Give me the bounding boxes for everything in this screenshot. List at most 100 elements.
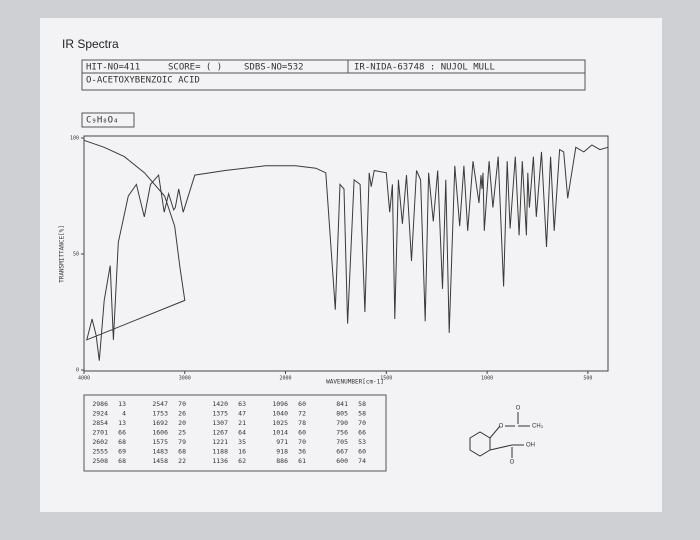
structure: [469, 412, 530, 458]
x-tick-label: 1000: [481, 376, 493, 382]
peak-table-frame: [83, 394, 387, 472]
bond: [489, 444, 513, 451]
bond: [489, 425, 501, 439]
peak-transmittance: 36: [298, 448, 306, 456]
peak-wavenumber: 1221: [212, 438, 228, 446]
peak-wavenumber: 918: [276, 448, 288, 456]
peak-wavenumber: 1606: [152, 429, 168, 437]
peak-transmittance: 72: [298, 410, 306, 418]
peak-transmittance: 64: [238, 429, 246, 437]
atom: O: [516, 406, 521, 412]
x-tick-label: 1500: [380, 376, 392, 382]
atom: O: [510, 460, 515, 466]
peak-transmittance: 58: [358, 400, 366, 408]
peak-transmittance: 70: [358, 419, 366, 427]
header-box: [81, 59, 586, 91]
peak-wavenumber: 1267: [212, 429, 228, 437]
peak-wavenumber: 790: [336, 419, 348, 427]
peak-transmittance: 4: [122, 410, 126, 418]
peak-wavenumber: 1014: [272, 429, 288, 437]
page-title: IR Spectra: [62, 37, 119, 51]
peak-wavenumber: 1692: [152, 419, 168, 427]
x-tick-label: 3000: [179, 376, 191, 382]
peak-transmittance: 60: [358, 448, 366, 456]
y-tick-label: 0: [76, 368, 79, 374]
peak-transmittance: 68: [118, 457, 126, 465]
spectrum-line: [83, 139, 609, 361]
peak-wavenumber: 1420: [212, 400, 228, 408]
x-tick-label: 4000: [78, 376, 90, 382]
peak-wavenumber: 705: [336, 438, 348, 446]
peak-transmittance: 68: [178, 448, 186, 456]
peak-transmittance: 78: [298, 419, 306, 427]
peak-transmittance: 58: [358, 410, 366, 418]
peak-wavenumber: 1136: [212, 457, 228, 465]
peak-transmittance: 66: [118, 429, 126, 437]
peak-wavenumber: 886: [276, 457, 288, 465]
x-tick-label: 2000: [280, 376, 292, 382]
peak-wavenumber: 667: [336, 448, 348, 456]
peak-wavenumber: 971: [276, 438, 288, 446]
peak-wavenumber: 2602: [92, 438, 108, 446]
peak-transmittance: 21: [238, 419, 246, 427]
peak-wavenumber: 2986: [92, 400, 108, 408]
peak-wavenumber: 600: [336, 457, 348, 465]
peak-transmittance: 60: [298, 429, 306, 437]
peak-transmittance: 70: [298, 438, 306, 446]
y-tick-label: 50: [73, 252, 79, 258]
atom: CH₃: [532, 424, 544, 430]
peak-transmittance: 13: [118, 419, 126, 427]
x-axis-label: WAVENUMBER[cm-1]: [326, 379, 384, 386]
y-axis-label: TRANSMITTANCE[%]: [59, 225, 66, 283]
peak-wavenumber: 841: [336, 400, 348, 408]
peak-transmittance: 35: [238, 438, 246, 446]
compound: O-ACETOXYBENZOIC ACID: [86, 76, 200, 86]
hit-no: HIT-NO=411: [86, 63, 140, 73]
atom: OH: [526, 443, 535, 449]
peak-wavenumber: 1188: [212, 448, 228, 456]
peak-wavenumber: 2508: [92, 457, 108, 465]
peak-wavenumber: 2547: [152, 400, 168, 408]
peak-wavenumber: 1458: [152, 457, 168, 465]
peak-transmittance: 69: [118, 448, 126, 456]
peak-transmittance: 79: [178, 438, 186, 446]
peak-wavenumber: 1096: [272, 400, 288, 408]
peak-wavenumber: 1307: [212, 419, 228, 427]
peak-wavenumber: 1753: [152, 410, 168, 418]
y-tick-label: 100: [70, 136, 79, 142]
peak-transmittance: 68: [118, 438, 126, 446]
atom: O: [499, 424, 504, 430]
peak-transmittance: 61: [298, 457, 306, 465]
peak-wavenumber: 1025: [272, 419, 288, 427]
peak-transmittance: 63: [238, 400, 246, 408]
x-tick-label: 500: [583, 376, 592, 382]
sdbs-no: SDBS-NO=532: [244, 63, 304, 73]
peak-wavenumber: 2701: [92, 429, 108, 437]
peak-wavenumber: 2555: [92, 448, 108, 456]
formula: C₉H₈O₄: [86, 116, 119, 126]
sheet: [40, 18, 662, 512]
peak-transmittance: 70: [178, 400, 186, 408]
peak-transmittance: 20: [178, 419, 186, 427]
peak-transmittance: 74: [358, 457, 366, 465]
peak-transmittance: 13: [118, 400, 126, 408]
ir-info: IR-NIDA-63748 : NUJOL MULL: [354, 63, 495, 73]
score: SCORE= ( ): [168, 63, 222, 73]
peak-transmittance: 25: [178, 429, 186, 437]
peak-transmittance: 16: [238, 448, 246, 456]
peak-wavenumber: 805: [336, 410, 348, 418]
peak-transmittance: 66: [358, 429, 366, 437]
peak-wavenumber: 1375: [212, 410, 228, 418]
peak-transmittance: 47: [238, 410, 246, 418]
peak-transmittance: 62: [238, 457, 246, 465]
peak-transmittance: 22: [178, 457, 186, 465]
peak-wavenumber: 1040: [272, 410, 288, 418]
peak-wavenumber: 2854: [92, 419, 108, 427]
peak-wavenumber: 1575: [152, 438, 168, 446]
peak-transmittance: 53: [358, 438, 366, 446]
formula-box: [81, 112, 135, 128]
peak-wavenumber: 2924: [92, 410, 108, 418]
peak-transmittance: 26: [178, 410, 186, 418]
